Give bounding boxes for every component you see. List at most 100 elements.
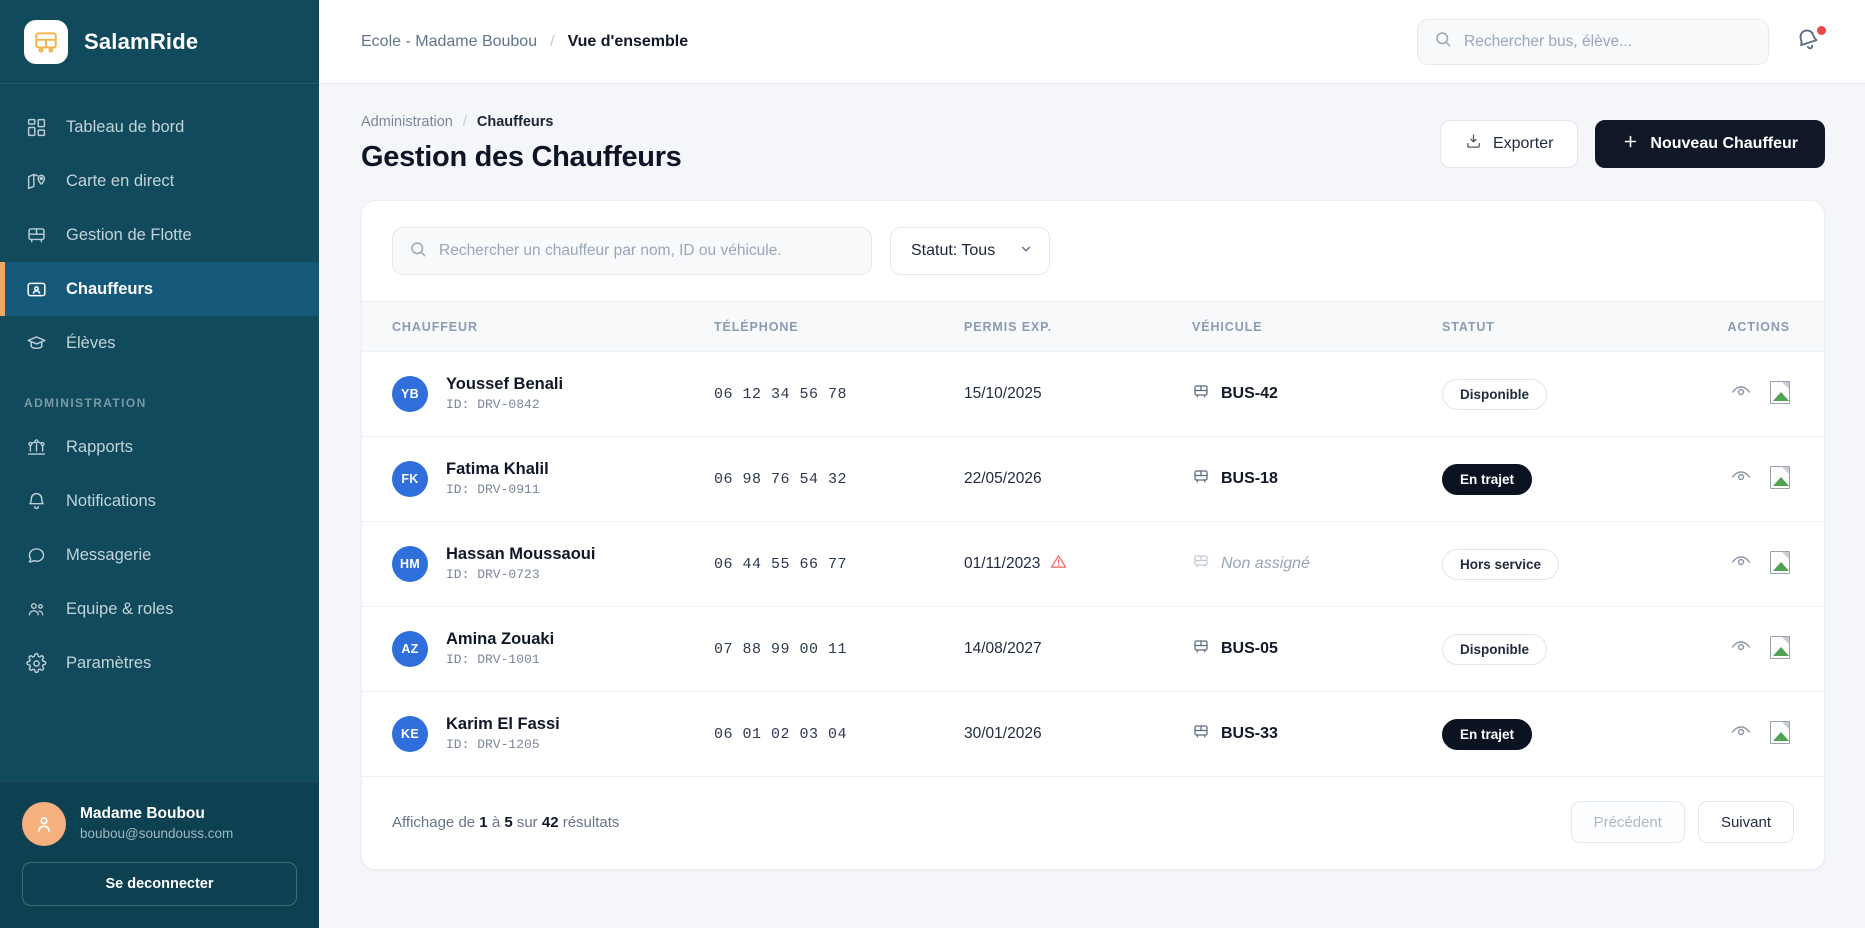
table-row[interactable]: FK Fatima Khalil ID: DRV-0911 06 98 76 54 3… — [362, 437, 1824, 522]
table-row[interactable]: AZ Amina Zouaki ID: DRV-1001 07 88 99 00 11… — [362, 607, 1824, 692]
filters-bar: Statut: Tous — [362, 201, 1824, 301]
sidebar-item-label: Chauffeurs — [66, 279, 154, 298]
col-chauffeur: CHAUFFEUR — [392, 319, 478, 334]
driver-vehicle: BUS-33 — [1192, 723, 1442, 746]
driver-initials-avatar: FK — [392, 461, 428, 497]
driver-badge-icon — [24, 277, 48, 301]
sidebar-item-tableau-de-bord[interactable]: Tableau de bord — [0, 100, 319, 154]
chevron-down-icon — [1019, 242, 1033, 261]
sidebar-item-parametres[interactable]: Paramètres — [0, 636, 319, 690]
page-header: Administration / Chauffeurs Gestion des … — [361, 114, 1825, 174]
broken-image-icon[interactable] — [1770, 550, 1790, 574]
dashboard-grid-icon — [24, 115, 48, 139]
driver-name: Amina Zouaki — [446, 629, 555, 648]
breadcrumb-separator: / — [550, 32, 555, 50]
table-row[interactable]: HM Hassan Moussaoui ID: DRV-0723 06 44 55 6… — [362, 522, 1824, 607]
user-row[interactable]: Madame Boubou boubou@soundouss.com — [22, 802, 297, 846]
page-breadcrumb: Administration / Chauffeurs — [361, 114, 682, 130]
export-button[interactable]: Exporter — [1439, 120, 1579, 168]
driver-id: ID: DRV-0911 — [446, 481, 540, 497]
plus-icon — [1622, 133, 1639, 155]
eye-icon[interactable] — [1730, 551, 1752, 573]
cell-vehicule: BUS-33 — [1192, 692, 1442, 777]
pagination-mid2: sur — [516, 813, 538, 831]
status-badge: Disponible — [1442, 378, 1548, 410]
broken-image-icon[interactable] — [1770, 380, 1790, 404]
sidebar-item-chauffeurs[interactable]: Chauffeurs — [0, 262, 319, 316]
eye-icon[interactable] — [1730, 636, 1752, 658]
pagination-next-button[interactable]: Suivant — [1697, 801, 1794, 843]
bell-icon — [24, 489, 48, 513]
table-header-row: CHAUFFEUR TÉLÉPHONE PERMIS EXP. VÉHICULE… — [362, 301, 1824, 352]
driver-id: ID: DRV-1205 — [446, 736, 540, 752]
sidebar-item-label: Élèves — [66, 333, 116, 352]
driver-permis-exp: 30/01/2026 — [964, 725, 1042, 742]
breadcrumb-root[interactable]: Ecole - Madame Boubou — [361, 32, 538, 50]
pagination-total: 42 — [541, 813, 559, 831]
graduation-cap-icon — [24, 331, 48, 355]
status-filter-select[interactable]: Statut: Tous — [890, 227, 1050, 275]
row-actions — [1730, 635, 1790, 659]
driver-permis-exp: 14/08/2027 — [964, 640, 1042, 657]
broken-image-icon[interactable] — [1770, 635, 1790, 659]
bus-front-icon — [1192, 723, 1210, 746]
new-driver-button[interactable]: Nouveau Chauffeur — [1595, 120, 1825, 168]
pagination-prev-button[interactable]: Précédent — [1570, 801, 1685, 843]
cell-actions — [1687, 692, 1824, 777]
sidebar-item-gestion-de-flotte[interactable]: Gestion de Flotte — [0, 208, 319, 262]
eye-icon[interactable] — [1730, 721, 1752, 743]
notifications-bell-button[interactable] — [1795, 25, 1826, 57]
pagination-info: Affichage de 1 à 5 sur 42 résultats — [392, 814, 619, 831]
driver-name: Youssef Benali — [446, 374, 564, 393]
page-breadcrumb-parent[interactable]: Administration — [361, 114, 453, 130]
col-permis-exp: PERMIS EXP. — [964, 319, 1053, 334]
driver-id: ID: DRV-0723 — [446, 566, 540, 582]
brand-logo — [24, 19, 68, 64]
breadcrumb-current: Vue d'ensemble — [567, 32, 689, 50]
table-row[interactable]: YB Youssef Benali ID: DRV-0842 06 12 34 56 … — [362, 352, 1824, 437]
driver-search[interactable] — [392, 227, 872, 275]
driver-search-input[interactable] — [439, 242, 855, 260]
driver-phone: 06 44 55 66 77 — [714, 556, 848, 573]
driver-cell: FK Fatima Khalil ID: DRV-0911 — [392, 459, 714, 500]
eye-icon[interactable] — [1730, 466, 1752, 488]
chart-network-icon — [24, 435, 48, 459]
col-statut: STATUT — [1442, 319, 1495, 334]
page-header-actions: Exporter Nouveau Chauffeur — [1439, 114, 1825, 168]
broken-image-icon[interactable] — [1770, 720, 1790, 744]
driver-name: Karim El Fassi — [446, 714, 560, 733]
cell-vehicule: BUS-18 — [1192, 437, 1442, 522]
broken-image-icon[interactable] — [1770, 465, 1790, 489]
chat-bubble-icon — [24, 543, 48, 567]
cell-telephone: 06 44 55 66 77 — [714, 522, 964, 607]
topbar-right — [1417, 18, 1826, 65]
pagination-buttons: Précédent Suivant — [1570, 801, 1794, 843]
pagination-suffix: résultats — [562, 813, 620, 831]
sidebar-item-label: Equipe & roles — [66, 599, 174, 618]
global-search[interactable] — [1417, 18, 1769, 65]
sidebar-item-rapports[interactable]: Rapports — [0, 420, 319, 474]
cell-telephone: 06 12 34 56 78 — [714, 352, 964, 437]
eye-icon[interactable] — [1730, 381, 1752, 403]
page-breadcrumb-separator: / — [462, 114, 467, 130]
sidebar-user-panel: Madame Boubou boubou@soundouss.com Se de… — [0, 781, 319, 928]
main-area: Ecole - Madame Boubou / Vue d'ensemble — [319, 0, 1865, 928]
drivers-card: Statut: Tous CHAUFFEUR TÉLÉPHONE — [361, 200, 1825, 870]
sidebar-item-eleves[interactable]: Élèves — [0, 316, 319, 370]
export-button-label: Exporter — [1492, 135, 1554, 152]
logout-button[interactable]: Se deconnecter — [22, 862, 297, 906]
sidebar-item-equipe-roles[interactable]: Equipe & roles — [0, 582, 319, 636]
search-input[interactable] — [1464, 32, 1752, 51]
driver-permis-exp: 15/10/2025 — [964, 385, 1042, 402]
cell-permis: 15/10/2025 — [964, 352, 1192, 437]
bus-front-icon — [1192, 383, 1210, 406]
topbar: Ecole - Madame Boubou / Vue d'ensemble — [319, 0, 1865, 84]
row-actions — [1730, 550, 1790, 574]
bell-icon — [1799, 28, 1818, 49]
notification-badge-dot — [1817, 25, 1826, 35]
sidebar-item-notifications[interactable]: Notifications — [0, 474, 319, 528]
sidebar-item-carte-en-direct[interactable]: Carte en direct — [0, 154, 319, 208]
user-avatar-icon — [38, 817, 50, 832]
sidebar-item-messagerie[interactable]: Messagerie — [0, 528, 319, 582]
table-row[interactable]: KE Karim El Fassi ID: DRV-1205 06 01 02 03 … — [362, 692, 1824, 777]
